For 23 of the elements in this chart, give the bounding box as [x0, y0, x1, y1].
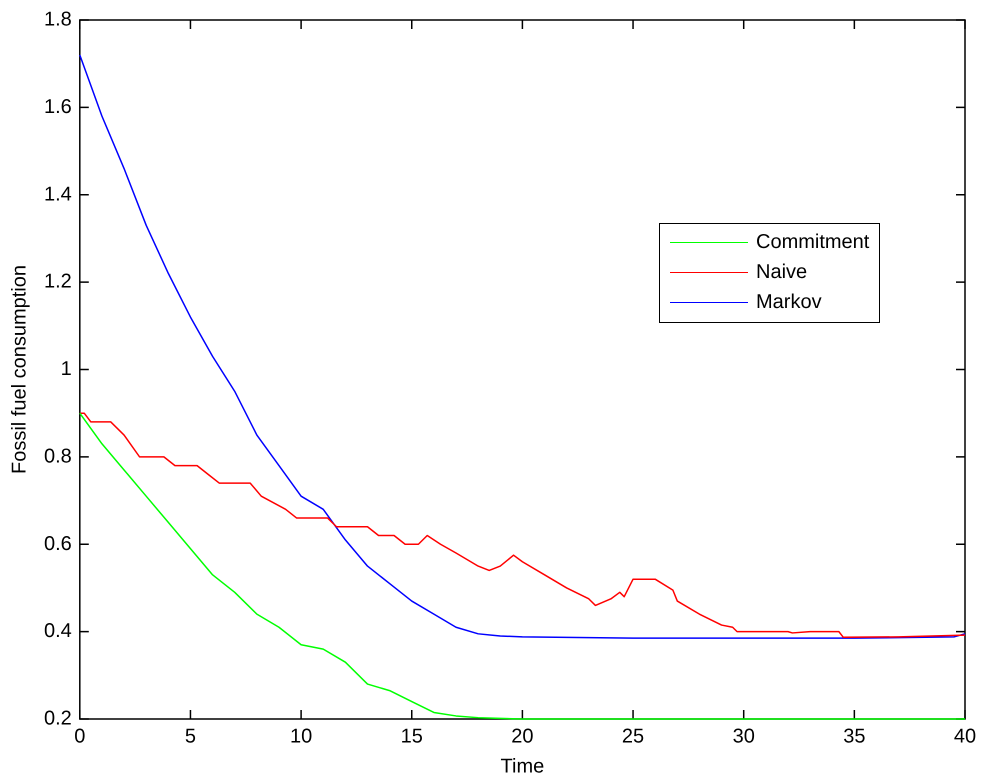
y-axis-title: Fossil fuel consumption [8, 265, 31, 474]
y-tick-label: 1.8 [44, 8, 72, 31]
x-tick-label: 40 [954, 726, 976, 748]
x-tick-label: 15 [400, 726, 423, 748]
x-tick-label: 25 [622, 726, 644, 748]
x-tick-label: 0 [74, 726, 86, 748]
y-tick-label: 0.2 [44, 708, 72, 730]
y-tick-label: 0.4 [44, 620, 72, 642]
x-axis-title: Time [500, 756, 544, 778]
x-tick-label: 5 [184, 726, 196, 748]
y-tick-label: 1.6 [44, 96, 72, 118]
legend-label: Naive [756, 261, 808, 284]
y-tick-label: 1 [60, 358, 72, 380]
legend-label: Markov [756, 291, 822, 314]
legend-label: Commitment [756, 231, 870, 254]
y-tick-label: 1.2 [44, 270, 72, 293]
y-tick-label: 0.8 [44, 445, 72, 468]
y-tick-label: 0.6 [44, 532, 72, 555]
y-tick-label: 1.4 [44, 183, 72, 206]
x-tick-label: 10 [290, 726, 312, 748]
x-tick-label: 20 [511, 726, 534, 748]
x-tick-label: 30 [732, 726, 755, 748]
x-tick-label: 35 [843, 726, 866, 748]
